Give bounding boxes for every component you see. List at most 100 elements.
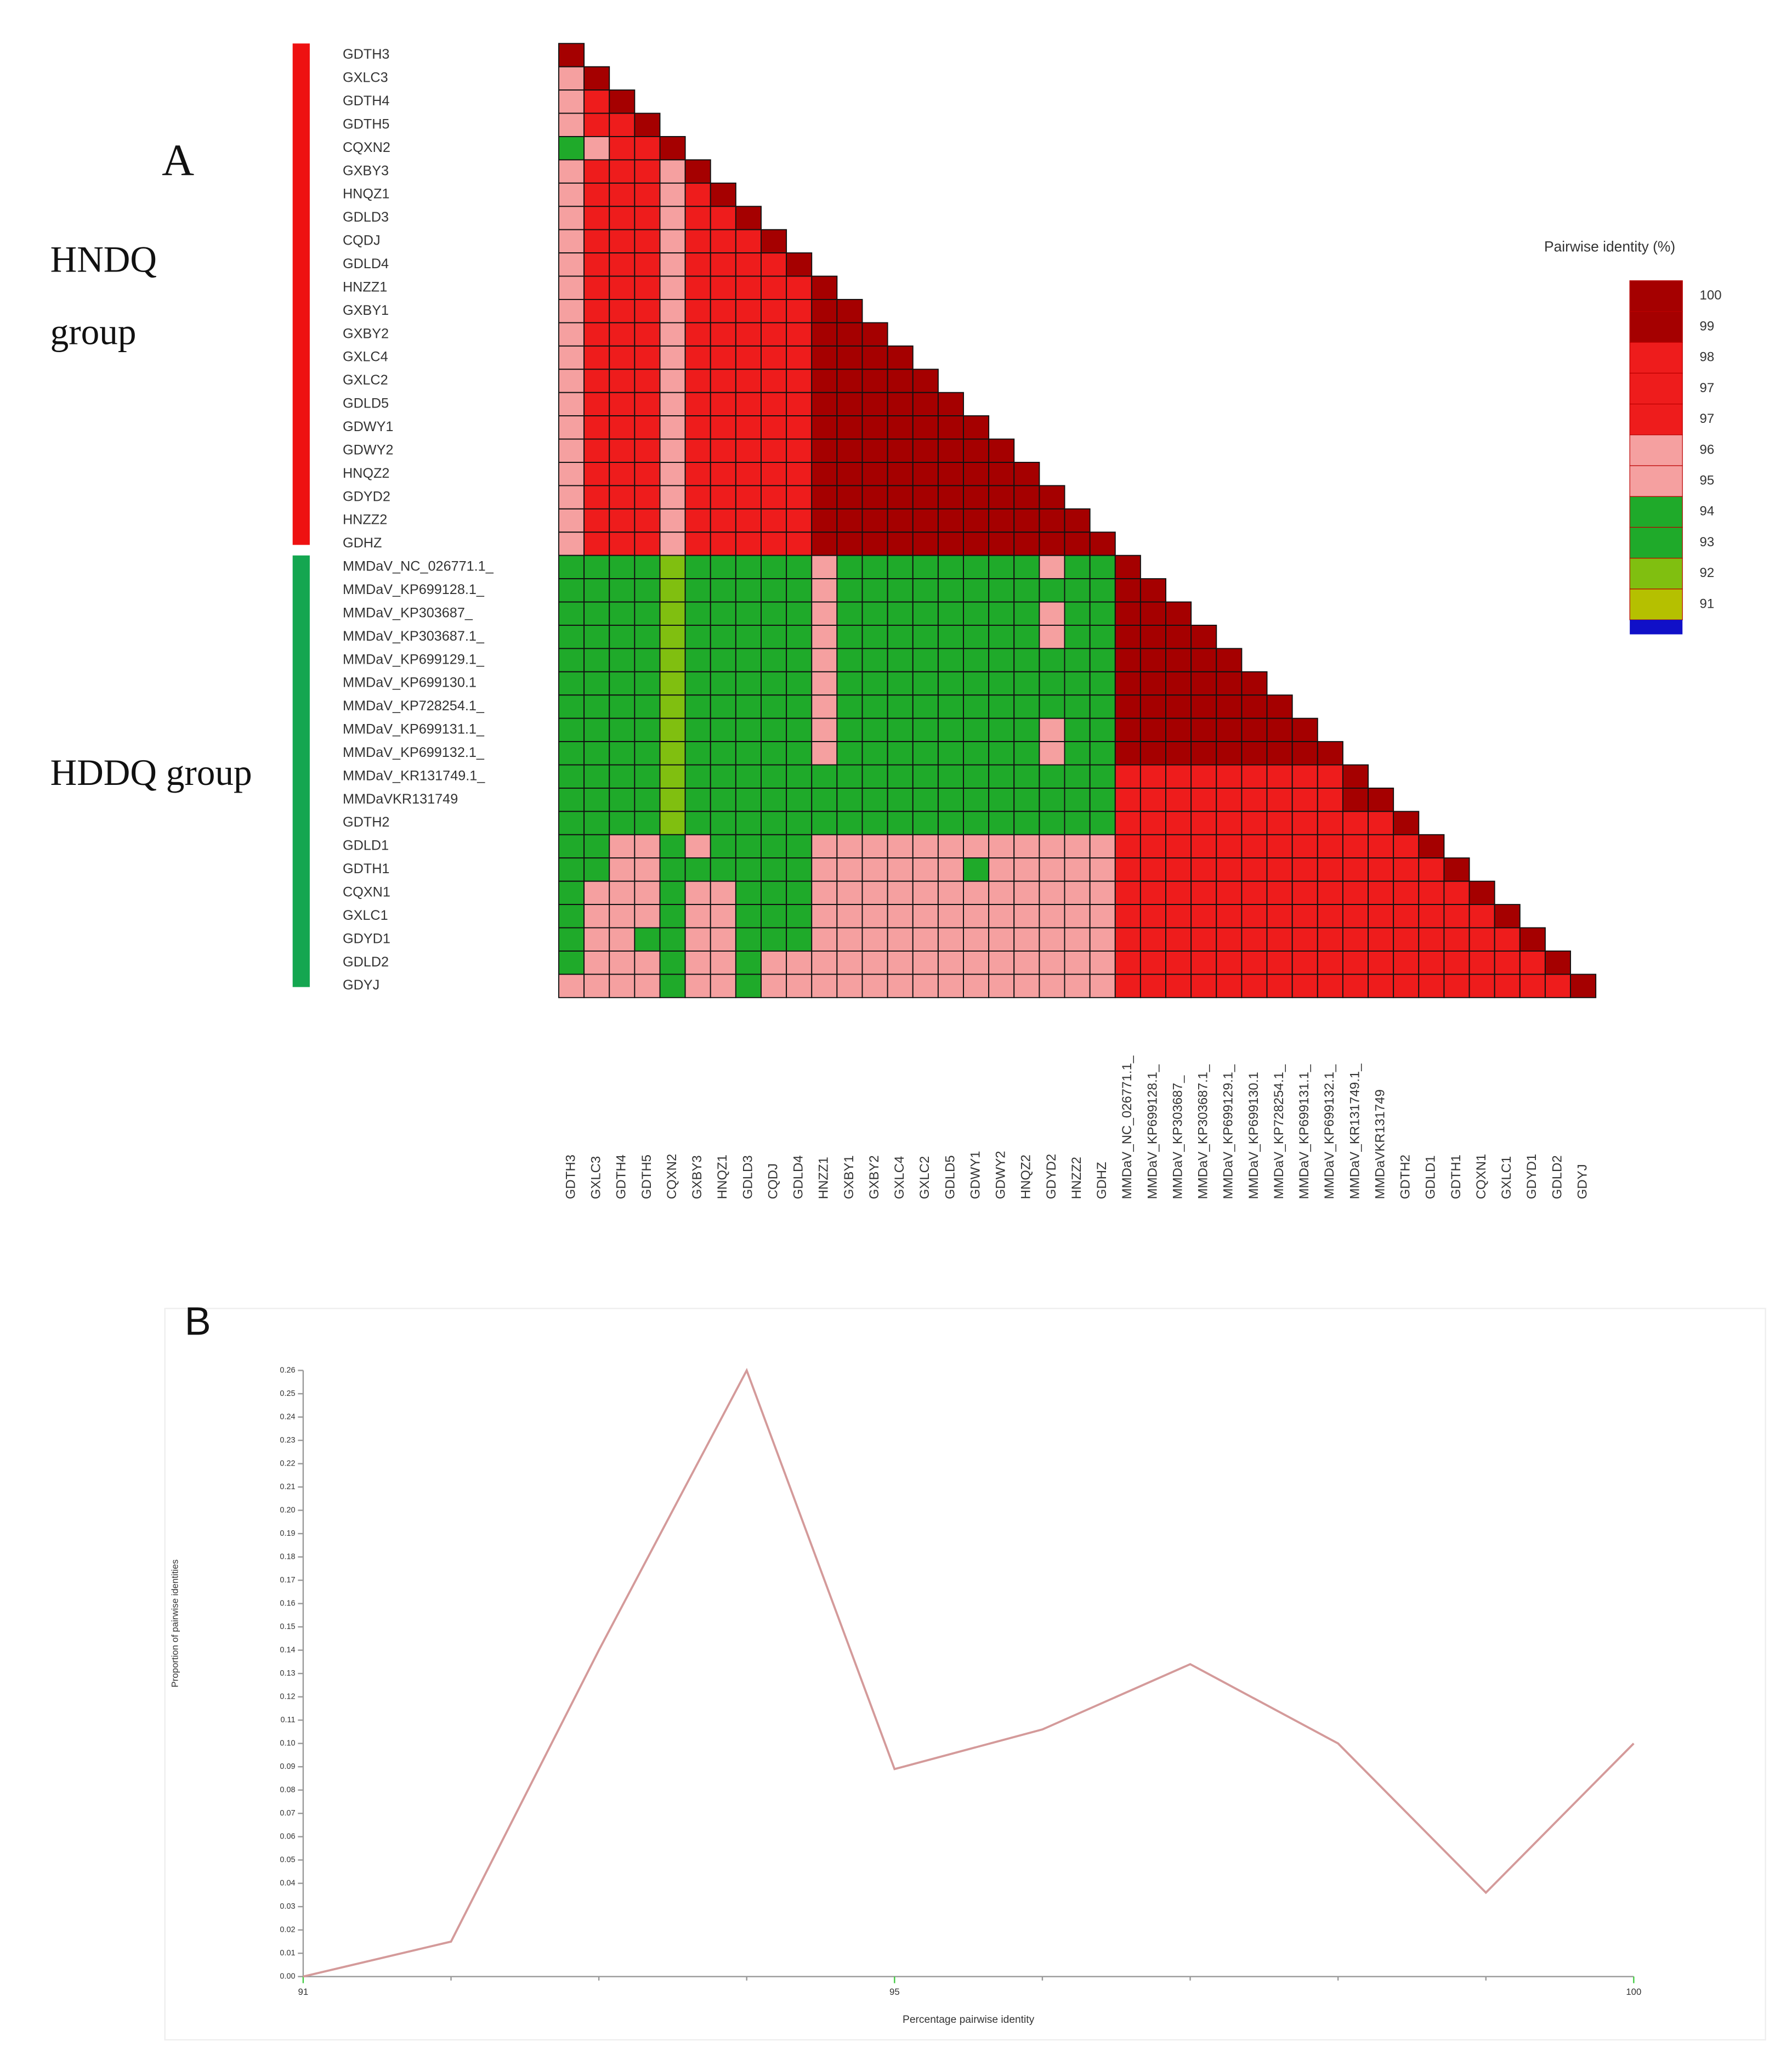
heatmap-cell xyxy=(558,345,585,370)
heatmap-cell xyxy=(761,648,787,672)
heatmap-cell xyxy=(609,299,636,324)
heatmap-cell xyxy=(1190,857,1217,882)
heatmap-cell xyxy=(811,787,838,812)
heatmap-cell xyxy=(963,648,990,672)
heatmap-cell xyxy=(558,415,585,440)
heatmap-cell xyxy=(1089,694,1116,719)
heatmap-cell xyxy=(1039,880,1065,906)
heatmap-cell xyxy=(710,275,736,300)
heatmap-cell xyxy=(583,531,610,556)
heatmap-cell xyxy=(761,252,787,277)
heatmap-cell xyxy=(735,648,762,672)
heatmap-cell xyxy=(1418,927,1445,952)
heatmap-cell xyxy=(811,369,838,393)
heatmap-cell xyxy=(1317,974,1343,998)
heatmap-cell xyxy=(937,624,964,649)
heatmap-cell xyxy=(659,578,686,603)
heatmap-cell xyxy=(659,880,686,906)
heatmap-cell xyxy=(937,415,964,440)
heatmap-cell xyxy=(811,904,838,929)
panel-label: A xyxy=(162,135,194,185)
heatmap-cell xyxy=(963,857,990,882)
heatmap-cell xyxy=(811,345,838,370)
heatmap-cell xyxy=(710,648,736,672)
heatmap-cell xyxy=(786,252,813,277)
heatmap-cell xyxy=(811,764,838,789)
heatmap-cell xyxy=(861,322,888,347)
heatmap-cell xyxy=(988,624,1015,649)
heatmap-cell xyxy=(684,950,711,975)
heatmap-cell xyxy=(786,950,813,975)
heatmap-cell xyxy=(735,671,762,696)
heatmap-cell xyxy=(761,299,787,324)
heatmap-cell xyxy=(710,485,736,510)
heatmap-cell xyxy=(912,741,939,766)
heatmap-cell xyxy=(684,741,711,766)
heatmap-cell xyxy=(912,508,939,533)
heatmap-cell xyxy=(1393,974,1420,998)
heatmap-cell xyxy=(861,392,888,417)
heatmap-cell xyxy=(1216,694,1243,719)
heatmap-cell xyxy=(937,601,964,626)
heatmap-cell xyxy=(1013,624,1040,649)
heatmap-cell xyxy=(609,206,636,230)
column-label: CQXN1 xyxy=(1474,1154,1489,1200)
heatmap-cell xyxy=(684,694,711,719)
heatmap-cell xyxy=(558,299,585,324)
heatmap-cell xyxy=(937,648,964,672)
row-label: MMDaV_NC_026771.1_ xyxy=(343,559,494,574)
heatmap-cell xyxy=(684,531,711,556)
heatmap-cell xyxy=(1013,857,1040,882)
heatmap-cell xyxy=(1216,857,1243,882)
heatmap-cell xyxy=(836,369,863,393)
heatmap-cell xyxy=(735,834,762,859)
heatmap-cell xyxy=(583,182,610,207)
heatmap-cell xyxy=(609,927,636,952)
heatmap-cell xyxy=(861,927,888,952)
heatmap-cell xyxy=(1039,834,1065,859)
heatmap-cell xyxy=(1519,974,1546,998)
heatmap-cell xyxy=(1190,694,1217,719)
heatmap-cell xyxy=(761,485,787,510)
heatmap-cell xyxy=(1241,717,1268,743)
heatmap-cell xyxy=(988,904,1015,929)
heatmap-cell xyxy=(811,531,838,556)
heatmap-cell xyxy=(583,136,610,161)
heatmap-cell xyxy=(609,880,636,906)
heatmap-cell xyxy=(558,648,585,672)
heatmap-cell xyxy=(558,764,585,789)
heatmap-cell xyxy=(684,648,711,672)
heatmap-cell xyxy=(558,671,585,696)
heatmap-cell xyxy=(659,764,686,789)
heatmap-cell xyxy=(761,624,787,649)
row-label: GDWY2 xyxy=(343,442,393,457)
group-label: group xyxy=(50,311,137,352)
heatmap-cell xyxy=(1241,927,1268,952)
heatmap-cell xyxy=(583,462,610,487)
heatmap-cell xyxy=(1165,671,1192,696)
column-label: GXBY2 xyxy=(867,1155,882,1199)
heatmap-cell xyxy=(583,299,610,324)
heatmap-cell xyxy=(1114,555,1141,580)
heatmap-cell xyxy=(634,136,661,161)
heatmap-cell xyxy=(786,299,813,324)
heatmap-cell xyxy=(1317,834,1343,859)
heatmap-cell xyxy=(988,601,1015,626)
heatmap-cell xyxy=(786,415,813,440)
y-tick-label: 0.03 xyxy=(280,1902,295,1911)
heatmap-cell xyxy=(583,415,610,440)
heatmap-cell xyxy=(887,438,914,463)
heatmap-cell xyxy=(1544,974,1572,998)
heatmap-cell xyxy=(1241,811,1268,835)
heatmap-cell xyxy=(1089,555,1116,580)
heatmap-cell xyxy=(988,764,1015,789)
colorbar-tick-label: 96 xyxy=(1699,442,1714,457)
heatmap-cell xyxy=(988,927,1015,952)
heatmap-cell xyxy=(761,880,787,906)
heatmap-cell xyxy=(1342,950,1369,975)
heatmap-cell xyxy=(887,787,914,812)
heatmap-cell xyxy=(634,904,661,929)
heatmap-cell xyxy=(659,950,686,975)
heatmap-cell xyxy=(1039,741,1065,766)
heatmap-cell xyxy=(1241,857,1268,882)
